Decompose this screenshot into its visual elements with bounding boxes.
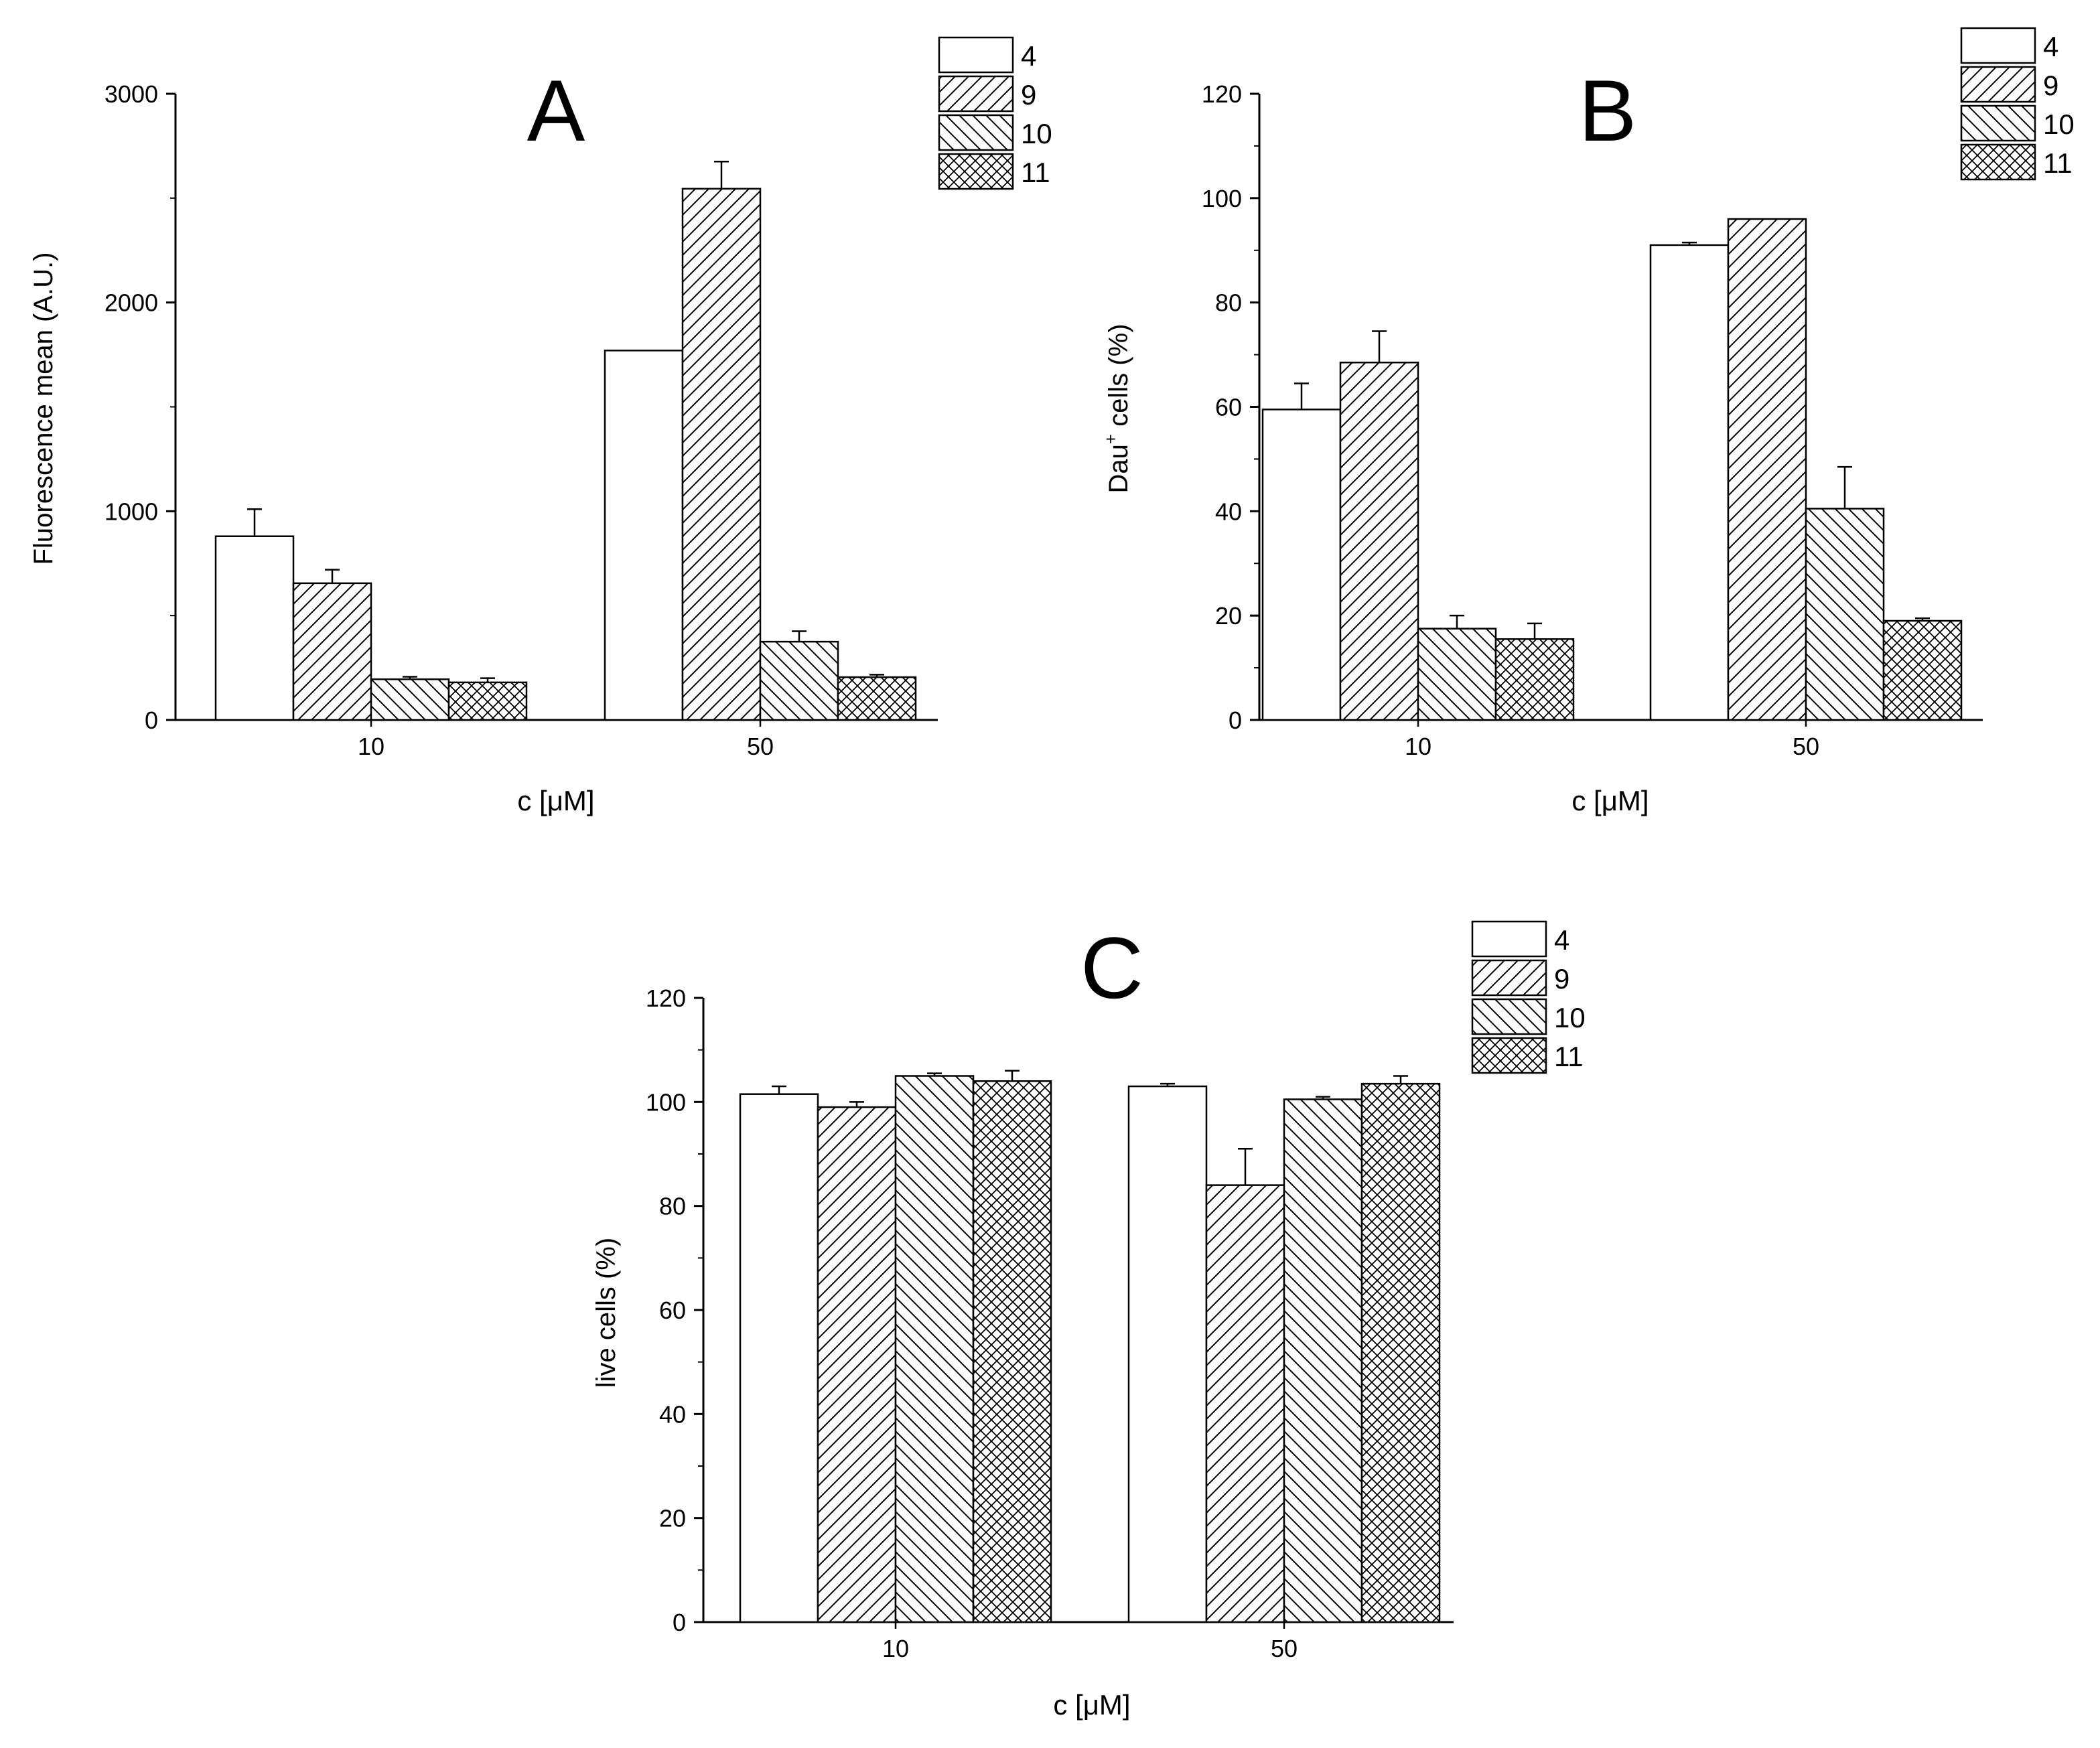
- y-tick-label: 60: [659, 1297, 686, 1324]
- bar-11-50: [837, 676, 917, 721]
- bar-4-10: [214, 535, 295, 721]
- plot-area: 0 20 40 60 80 100 120 10 50: [1202, 80, 1983, 760]
- bar-4-50: [1127, 1085, 1208, 1623]
- y-tick-label: 0: [1229, 707, 1242, 734]
- legend-label: 4: [1021, 40, 1036, 72]
- x-axis-label: c [μM]: [1053, 1689, 1130, 1721]
- legend-swatch-11: [1960, 143, 2036, 181]
- legend-label: 9: [1554, 963, 1569, 995]
- plot-area: 0 20 40 60 80 100 120 10 50: [646, 985, 1454, 1662]
- chart-panel-b: B Dau+ cells (%) c [μM] 0 20 40 60 80 100 120 1…: [1101, 27, 2075, 816]
- x-tick-label: 10: [1405, 733, 1431, 760]
- panel-label: C: [1080, 919, 1143, 1017]
- legend-label: 10: [2043, 108, 2075, 140]
- bar-10-50: [759, 640, 839, 721]
- y-axis-label: live cells (%): [591, 1238, 621, 1388]
- legend-swatch-11: [1471, 1037, 1547, 1074]
- bar-11-50: [1882, 620, 1963, 721]
- bar-11-50: [1360, 1082, 1441, 1623]
- y-tick-label: 80: [659, 1193, 686, 1220]
- bar-10-10: [1417, 628, 1497, 721]
- legend-label: 10: [1021, 118, 1052, 149]
- legend-label: 9: [2043, 70, 2058, 101]
- bar-11-10: [1494, 638, 1575, 721]
- legend: 4 9 10 11: [1960, 27, 2075, 181]
- bar-9-50: [1205, 1184, 1285, 1623]
- x-tick-label: 50: [1793, 733, 1819, 760]
- y-tick-label: 100: [1202, 185, 1242, 212]
- y-axis-label: Dau+ cells (%): [1101, 323, 1133, 493]
- y-tick-label: 40: [659, 1400, 686, 1428]
- x-tick-label: 10: [882, 1635, 909, 1662]
- legend-label: 4: [2043, 31, 2058, 62]
- y-tick-label: 0: [673, 1609, 686, 1636]
- legend-label: 11: [2043, 147, 2073, 179]
- legend-swatch-10: [938, 114, 1014, 151]
- bar-10-50: [1805, 508, 1885, 721]
- bar-4-50: [1649, 244, 1730, 721]
- y-axis-label: Fluorescence mean (A.U.): [29, 252, 58, 565]
- bar-11-10: [447, 681, 528, 721]
- bar-4-10: [739, 1093, 819, 1623]
- bar-9-50: [681, 188, 762, 721]
- y-tick-label: 80: [1215, 289, 1242, 317]
- bar-9-10: [1339, 362, 1419, 721]
- y-tick-label: 40: [1215, 498, 1242, 525]
- y-tick-label: 0: [145, 707, 158, 734]
- plot-area: 0 1000 2000 3000 10 50: [104, 80, 938, 760]
- bar-4-50: [604, 350, 684, 721]
- y-tick-label: 100: [646, 1088, 686, 1116]
- chart-panel-c: C live cells (%) c [μM] 0 20 40 60 80 100 120 1…: [591, 919, 1586, 1721]
- bar-10-50: [1283, 1098, 1363, 1623]
- bar-9-10: [292, 582, 372, 721]
- y-tick-label: 120: [646, 985, 686, 1012]
- y-tick-label: 20: [659, 1505, 686, 1532]
- x-axis-label: c [μM]: [1571, 785, 1649, 816]
- chart-panel-a: A Fluorescence mean (A.U.) c [μM] 0 1000 2…: [29, 36, 1052, 816]
- x-tick-label: 50: [1271, 1635, 1298, 1662]
- bar-9-50: [1727, 218, 1807, 721]
- legend-swatch-4: [938, 36, 1014, 74]
- x-tick-label: 10: [358, 733, 384, 760]
- bar-10-10: [894, 1075, 975, 1623]
- bar-10-10: [370, 678, 450, 721]
- x-tick-label: 50: [747, 733, 774, 760]
- legend-swatch-9: [1471, 959, 1547, 997]
- y-tick-label: 20: [1215, 602, 1242, 630]
- y-tick-label: 1000: [104, 498, 158, 525]
- y-tick-label: 3000: [104, 80, 158, 108]
- bar-9-10: [817, 1106, 897, 1623]
- bar-4-10: [1261, 409, 1342, 721]
- legend-swatch-11: [938, 153, 1014, 190]
- legend-swatch-4: [1960, 27, 2036, 64]
- legend-swatch-9: [1960, 66, 2036, 103]
- legend-swatch-4: [1471, 920, 1547, 958]
- legend: 4 9 10 11: [1471, 920, 1586, 1074]
- legend-label: 4: [1554, 924, 1569, 956]
- legend-label: 11: [1021, 157, 1050, 188]
- x-axis-label: c [μM]: [517, 785, 594, 816]
- legend-label: 10: [1554, 1002, 1586, 1033]
- legend-label: 9: [1021, 79, 1036, 111]
- panel-label: B: [1579, 62, 1637, 159]
- y-tick-label: 2000: [104, 289, 158, 317]
- bar-11-10: [972, 1080, 1052, 1623]
- legend-label: 11: [1554, 1041, 1584, 1072]
- y-tick-label: 120: [1202, 80, 1242, 108]
- legend-swatch-10: [1960, 104, 2036, 142]
- y-tick-label: 60: [1215, 394, 1242, 421]
- panel-label: A: [527, 62, 585, 159]
- legend-swatch-9: [938, 75, 1014, 113]
- legend: 4 9 10 11: [938, 36, 1052, 190]
- legend-swatch-10: [1471, 998, 1547, 1035]
